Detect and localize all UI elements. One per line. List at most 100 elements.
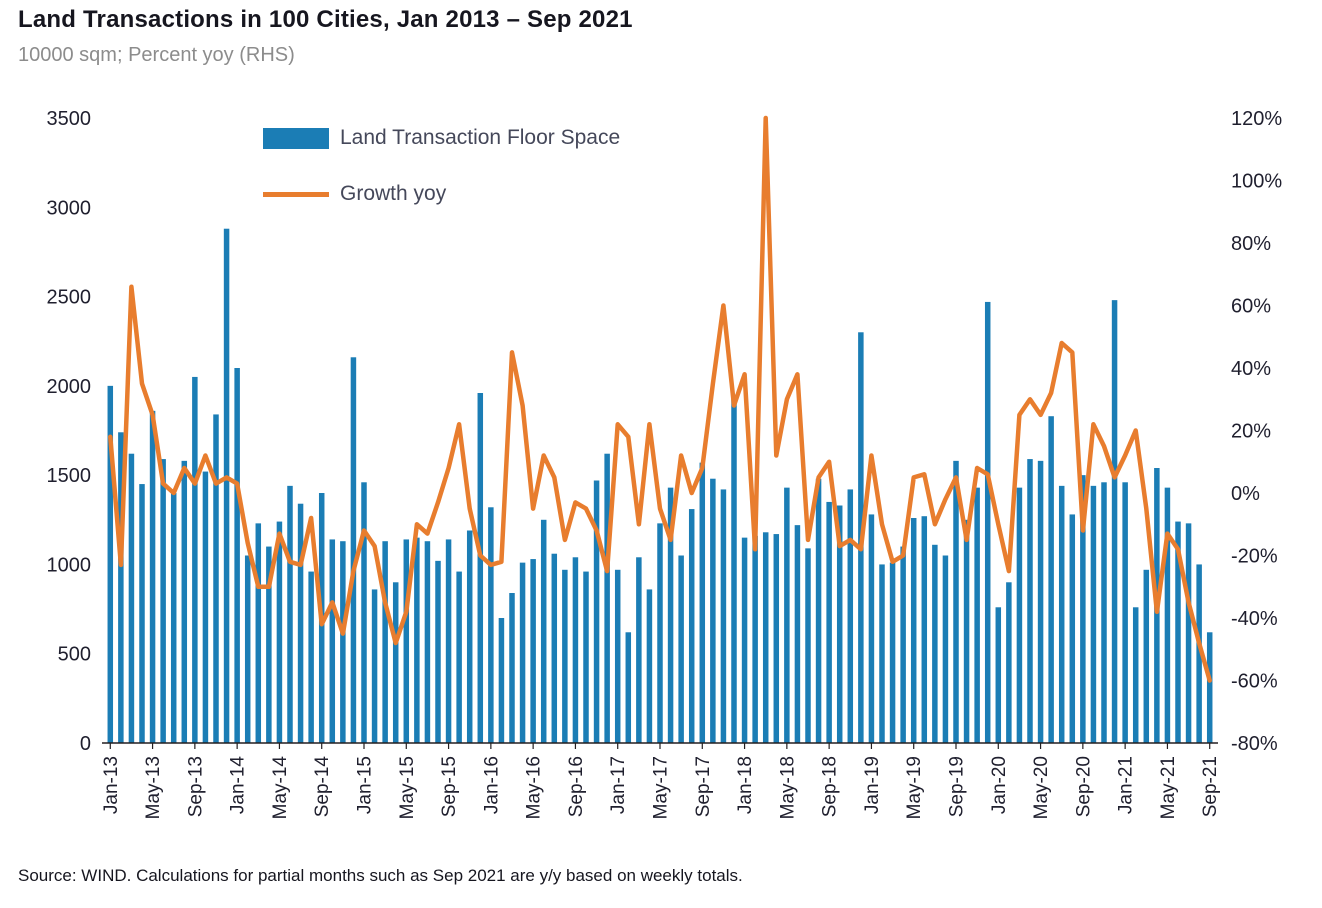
bar-Dec-16 bbox=[604, 453, 610, 743]
bar-Jul-20 bbox=[1058, 485, 1065, 743]
x-axis-tick-label-Sep-16: Sep-16 bbox=[566, 756, 587, 817]
bar-Jan-14 bbox=[234, 368, 240, 743]
bar-Oct-15 bbox=[456, 571, 462, 743]
bar-Jun-15 bbox=[414, 537, 420, 743]
bar-Dec-13 bbox=[223, 228, 230, 743]
bar-Jul-19 bbox=[932, 544, 938, 743]
right-axis-tick-label: -20% bbox=[1231, 546, 1278, 568]
legend-item-floor-space: Land Transaction Floor Space bbox=[263, 126, 620, 150]
source-note: Source: WIND. Calculations for partial m… bbox=[18, 866, 743, 885]
bar-Dec-19 bbox=[984, 301, 991, 743]
bar-Jul-17 bbox=[678, 555, 684, 743]
right-axis-tick-label: 80% bbox=[1231, 233, 1271, 255]
bar-Jan-21 bbox=[1122, 482, 1128, 743]
bar-Feb-14 bbox=[244, 555, 251, 743]
bar-May-13 bbox=[149, 410, 156, 743]
bar-May-17 bbox=[657, 523, 663, 743]
bar-Feb-20 bbox=[1006, 582, 1012, 743]
x-axis-tick-label-Jan-13: Jan-13 bbox=[101, 756, 122, 814]
bar-Nov-15 bbox=[466, 530, 473, 743]
bar-Apr-16 bbox=[519, 562, 526, 743]
bar-Sep-20 bbox=[1080, 475, 1086, 743]
bar-Feb-19 bbox=[879, 564, 885, 743]
x-axis-tick-label-May-21: May-21 bbox=[1158, 756, 1179, 819]
bar-Jul-14 bbox=[297, 503, 304, 743]
bar-Jul-16 bbox=[551, 553, 558, 743]
bar-Jan-16 bbox=[488, 507, 494, 743]
bar-Dec-14 bbox=[350, 357, 357, 743]
x-axis-tick-label-Sep-20: Sep-20 bbox=[1073, 756, 1094, 817]
x-axis-tick-label-May-20: May-20 bbox=[1031, 756, 1052, 819]
bar-Jun-17 bbox=[667, 487, 674, 743]
x-axis-tick-label-Jan-20: Jan-20 bbox=[989, 756, 1010, 814]
bar-Sep-13 bbox=[192, 376, 198, 743]
x-axis-tick-label-Sep-17: Sep-17 bbox=[693, 756, 714, 817]
x-axis-tick-label-May-18: May-18 bbox=[777, 756, 798, 819]
bar-Oct-17 bbox=[710, 478, 716, 743]
right-axis-tick-label: 40% bbox=[1231, 358, 1271, 380]
legend-bar-swatch-icon bbox=[263, 127, 329, 149]
x-axis-tick-label-May-19: May-19 bbox=[904, 756, 925, 819]
bar-Sep-15 bbox=[445, 539, 452, 743]
bar-Aug-19 bbox=[942, 555, 949, 743]
bar-Nov-16 bbox=[593, 480, 600, 743]
bar-Dec-17 bbox=[731, 394, 737, 743]
right-axis-tick-label: 60% bbox=[1231, 296, 1271, 318]
bar-Feb-15 bbox=[371, 589, 378, 743]
x-axis-tick-label-Jan-19: Jan-19 bbox=[862, 756, 883, 814]
bar-Nov-19 bbox=[974, 487, 980, 743]
bar-Mar-20 bbox=[1016, 487, 1023, 743]
bar-Jan-17 bbox=[614, 569, 621, 743]
bar-Aug-14 bbox=[308, 571, 314, 743]
left-axis-tick-label: 2500 bbox=[47, 287, 92, 309]
bar-Oct-16 bbox=[583, 571, 589, 743]
bar-Jan-15 bbox=[361, 482, 367, 743]
bar-Aug-13 bbox=[181, 460, 188, 743]
right-axis-tick-label: 20% bbox=[1231, 421, 1271, 443]
bar-Sep-16 bbox=[572, 557, 579, 743]
bar-Oct-13 bbox=[202, 471, 209, 743]
x-axis-tick-label-Jan-15: Jan-15 bbox=[355, 756, 376, 814]
x-axis-tick-label-Jan-18: Jan-18 bbox=[735, 756, 756, 814]
right-axis-tick-label: 100% bbox=[1231, 171, 1282, 193]
bar-Nov-20 bbox=[1101, 482, 1107, 743]
x-axis-tick-label-May-16: May-16 bbox=[524, 756, 545, 819]
x-axis-tick-label-May-17: May-17 bbox=[651, 756, 672, 819]
left-axis-tick-label: 500 bbox=[58, 644, 91, 666]
x-axis-tick-label-Jan-14: Jan-14 bbox=[228, 756, 249, 815]
left-axis-tick-label: 0 bbox=[80, 733, 91, 755]
bar-Apr-13 bbox=[139, 484, 145, 743]
bar-Feb-16 bbox=[498, 618, 505, 743]
chart-title: Land Transactions in 100 Cities, Jan 201… bbox=[18, 6, 633, 33]
bar-Nov-17 bbox=[720, 489, 727, 743]
bar-Feb-18 bbox=[752, 535, 758, 743]
right-axis-tick-label: 120% bbox=[1231, 108, 1282, 130]
bar-Jan-20 bbox=[995, 607, 1002, 743]
bar-Oct-20 bbox=[1090, 485, 1097, 743]
bar-Jul-21 bbox=[1185, 523, 1192, 743]
bar-Apr-17 bbox=[646, 589, 653, 743]
bar-Apr-14 bbox=[266, 546, 272, 743]
x-axis-tick-label-Sep-14: Sep-14 bbox=[312, 756, 333, 818]
right-axis-tick-label: -40% bbox=[1231, 608, 1278, 630]
bar-Feb-21 bbox=[1132, 607, 1139, 743]
legend: Land Transaction Floor Space Growth yoy bbox=[263, 126, 620, 238]
bar-May-20 bbox=[1037, 460, 1044, 743]
bar-Sep-17 bbox=[699, 462, 706, 743]
bar-Apr-20 bbox=[1027, 459, 1033, 743]
right-axis-tick-label: 0% bbox=[1231, 483, 1260, 505]
bar-May-18 bbox=[784, 487, 790, 743]
bar-Jun-16 bbox=[540, 519, 547, 743]
bar-Dec-15 bbox=[477, 393, 484, 743]
bar-Mar-15 bbox=[382, 541, 388, 743]
combo-chart-canvas: 0 500 1000 1500 2000 2500 3000 3500 -80% -60% -40%… bbox=[47, 108, 1283, 819]
bar-Jun-19 bbox=[921, 516, 928, 743]
bar-Nov-18 bbox=[847, 489, 854, 743]
legend-line-label: Growth yoy bbox=[340, 182, 447, 205]
bar-May-21 bbox=[1164, 487, 1171, 743]
bar-Feb-13 bbox=[118, 432, 124, 743]
bar-Jan-19 bbox=[868, 514, 875, 743]
bar-Feb-17 bbox=[625, 632, 632, 743]
bar-May-16 bbox=[530, 559, 536, 743]
